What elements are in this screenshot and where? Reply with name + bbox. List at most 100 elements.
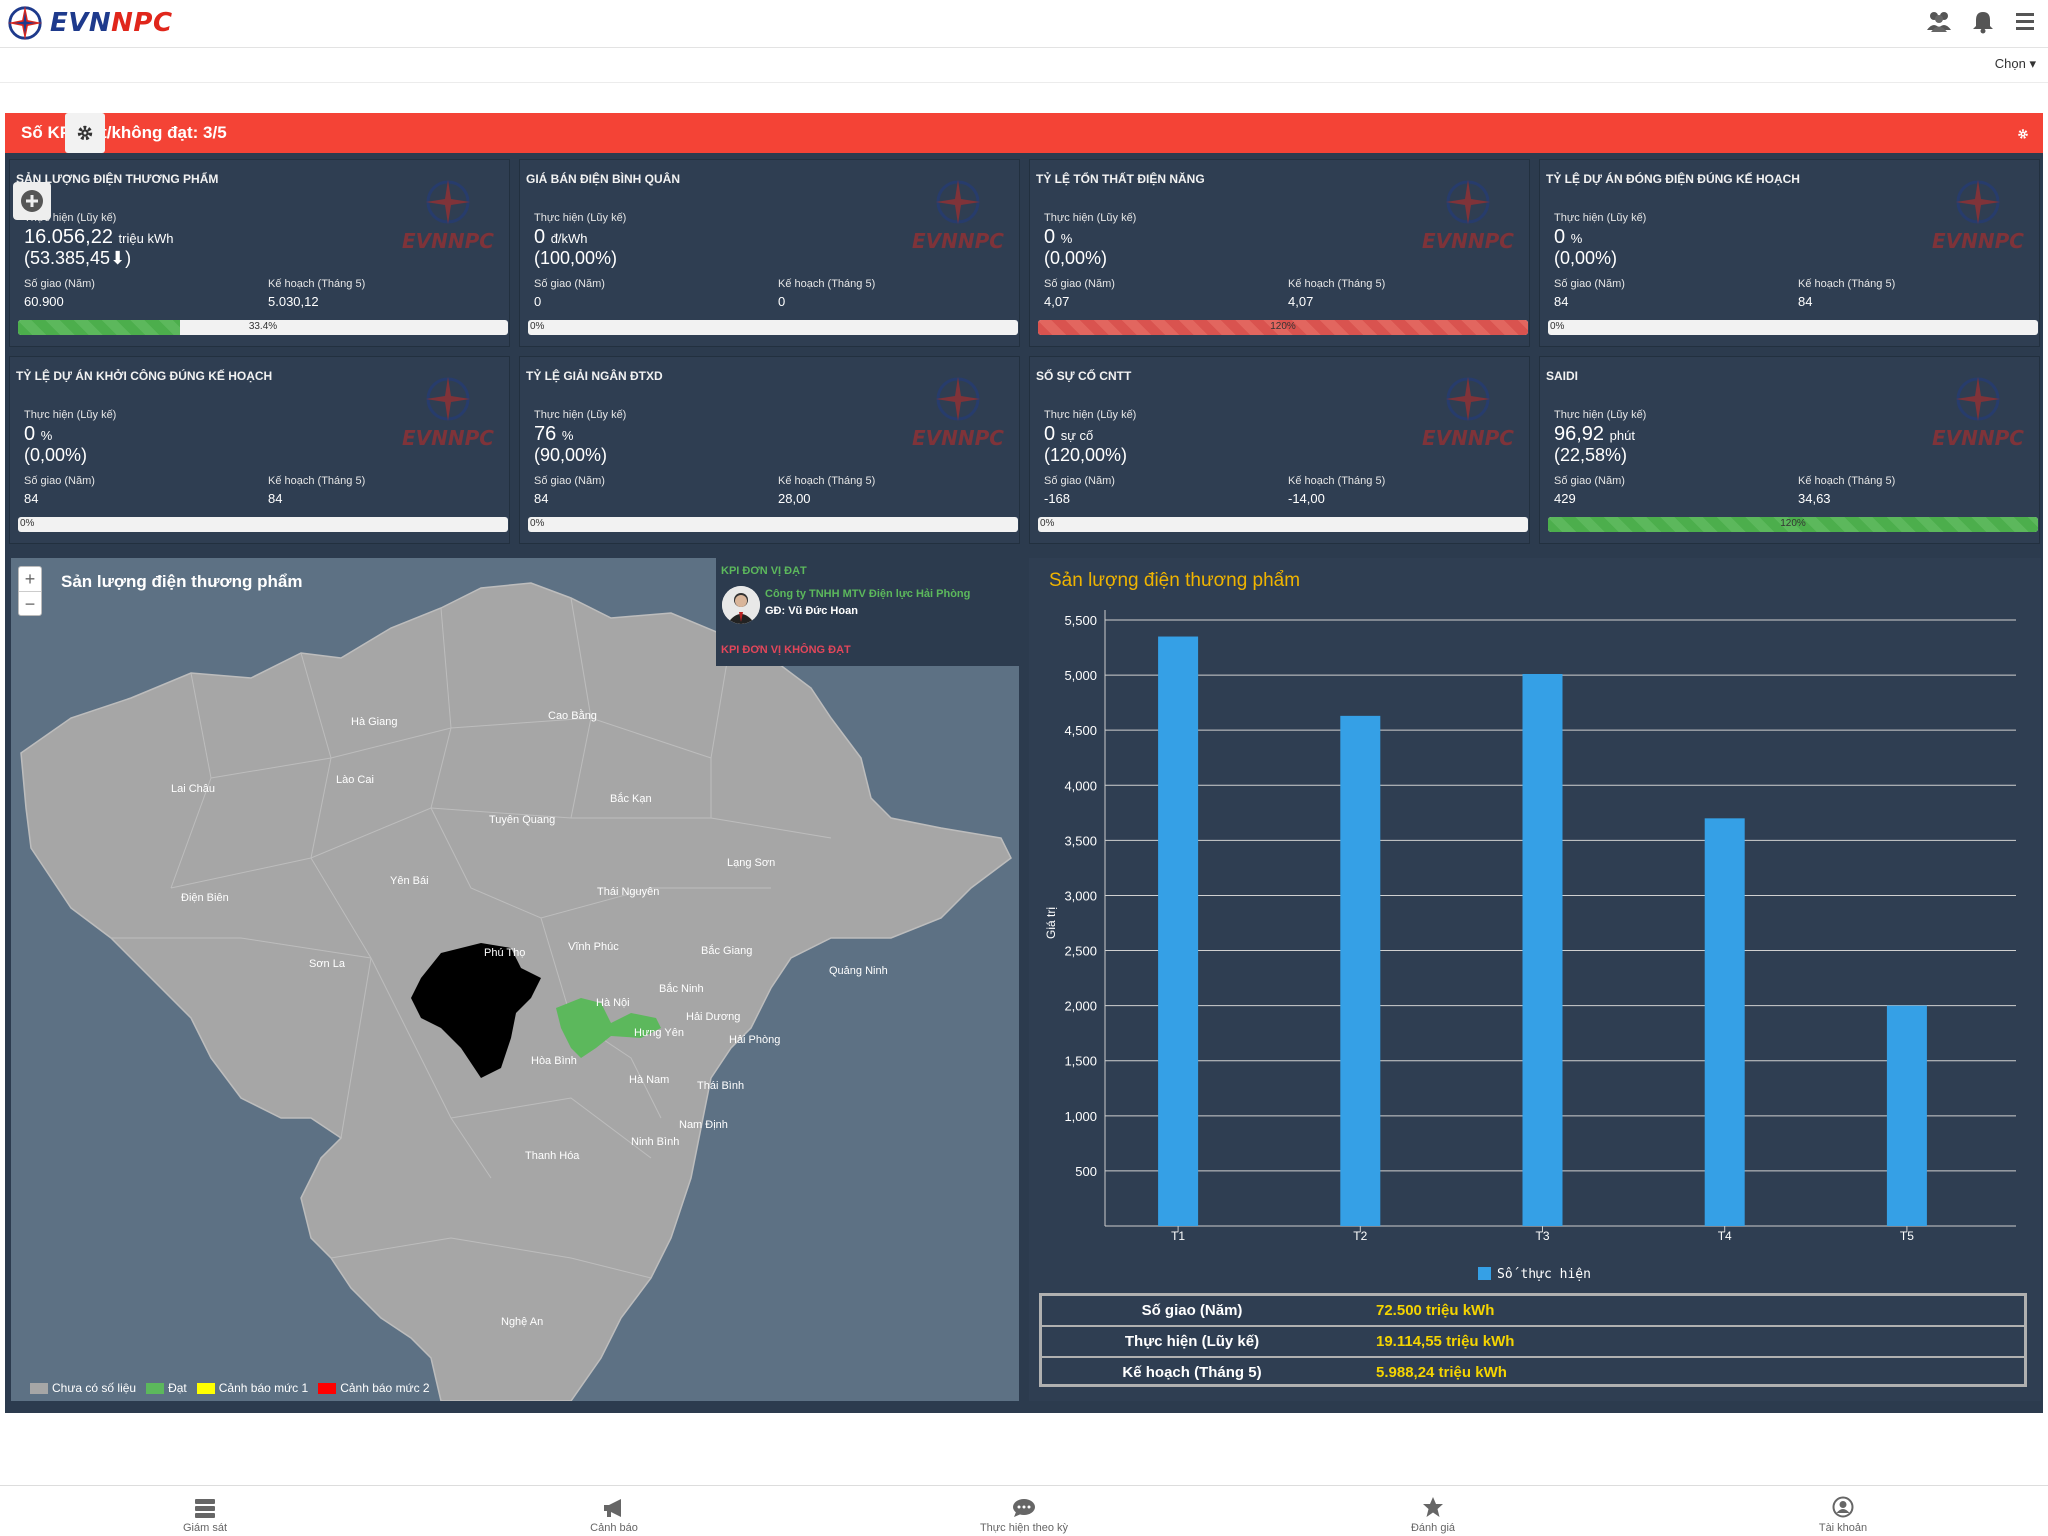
summary-value: 19.114,55 triệu kWh	[1376, 1333, 1515, 1350]
company-name[interactable]: Công ty TNHH MTV Điện lực Hải Phòng	[765, 588, 971, 600]
nav-danh-gia[interactable]: Đánh giá	[1353, 1486, 1513, 1534]
province-label: Hà Nam	[629, 1074, 669, 1086]
divider	[1042, 1325, 2024, 1327]
banner-settings-button[interactable]	[65, 113, 105, 153]
province-label: Thanh Hóa	[525, 1150, 580, 1162]
legend-swatch	[30, 1383, 48, 1395]
kpi-kh-value: 0	[778, 294, 786, 309]
nav-label: Tài khoản	[1818, 1522, 1868, 1534]
legend-swatch	[318, 1383, 337, 1395]
kpi-progress-fill	[1038, 320, 1528, 335]
compass-logo-icon	[7, 5, 43, 41]
kpi-card[interactable]: Giá bán điện bình quân EVNNPC Thực hiện (L…	[519, 159, 1020, 347]
province-map[interactable]: Hà Giang Cao Bằng Lai Châu Lào Cai Bắc K…	[11, 558, 1019, 1401]
kpi-value: 96,92	[1554, 423, 1605, 445]
kpi-kh-label: Kế hoạch (Tháng 5)	[1288, 278, 1386, 290]
kpi-progress-label: 0%	[1550, 321, 1565, 332]
x-tick-label: T5	[1900, 1229, 1914, 1243]
kpi-value: 0	[534, 226, 546, 248]
banner-gear-icon[interactable]	[2017, 125, 2029, 145]
province-label: Hải Phòng	[729, 1034, 780, 1046]
legend-item: Chưa có số liệu	[30, 1381, 136, 1395]
nav-canh-bao[interactable]: Cảnh báo	[534, 1486, 694, 1534]
kpi-giao-label: Số giao (Năm)	[534, 278, 605, 290]
province-label: Sơn La	[309, 958, 346, 970]
nav-thuc-hien[interactable]: Thực hiện theo kỳ	[944, 1486, 1104, 1534]
kpi-card[interactable]: Tỷ lệ dự án đóng điện đúng kế hoạch EVNNP…	[1539, 159, 2040, 347]
kpi-progress-label: 0%	[20, 518, 35, 529]
bell-icon[interactable]	[1972, 10, 1994, 34]
kpi-kh-value: 34,63	[1798, 491, 1831, 506]
kpi-unit: %	[40, 428, 53, 443]
kpi-card[interactable]: Tỷ lệ giải ngân ĐTXD EVNNPC Thực hiện (Lũy…	[519, 356, 1020, 544]
users-icon[interactable]	[1926, 10, 1952, 34]
kpi-card[interactable]: Số sự cố CNTT EVNNPC Thực hiện (Lũy kế) 0 s…	[1029, 356, 1530, 544]
x-tick-label: T4	[1718, 1229, 1732, 1243]
province-label: Thái Nguyên	[597, 886, 659, 898]
province-labels: Hà Giang Cao Bằng Lai Châu Lào Cai Bắc K…	[171, 709, 888, 1328]
chon-dropdown[interactable]: Chọn ▾	[1995, 56, 2036, 72]
add-kpi-button[interactable]	[13, 182, 51, 220]
kpi-progress-label: 0%	[1040, 518, 1055, 529]
province-label: Thái Bình	[697, 1080, 744, 1092]
map-zoom-control[interactable]: + −	[18, 566, 42, 616]
summary-value: 5.988,24 triệu kWh	[1376, 1364, 1507, 1381]
kpi-card[interactable]: Sản lượng điện thương phẩm EVNNPC Thực hiệ…	[9, 159, 510, 347]
kpi-th-label: Thực hiện (Lũy kế)	[1044, 409, 1137, 421]
kpi-giao-value: 84	[1554, 294, 1569, 309]
zoom-out-button[interactable]: −	[19, 591, 41, 615]
province-label: Bắc Ninh	[659, 982, 704, 995]
star-icon	[1423, 1497, 1443, 1517]
zoom-in-button[interactable]: +	[24, 569, 36, 589]
kpi-giao-value: -168	[1044, 491, 1071, 506]
kpi-value: 0	[1554, 226, 1566, 248]
summary-label: Kế hoạch (Tháng 5)	[1122, 1364, 1262, 1381]
top-bar: EVNNPC	[0, 0, 2048, 48]
kpi-unit-panel: KPI ĐƠN VỊ ĐẠT Công ty TNHH MTV Điện lực…	[716, 558, 1019, 666]
province-label: Nghệ An	[501, 1316, 543, 1328]
kpi-percent: (100,00%)	[534, 248, 618, 268]
evnnpc-watermark-icon: EVNNPC	[1422, 377, 1514, 450]
x-tick-label: T3	[1535, 1229, 1549, 1243]
logo-text-evn: EVN	[50, 8, 112, 38]
menu-icon[interactable]	[2014, 10, 2036, 32]
kpi-title: SAIDI	[1546, 369, 1579, 383]
kpi-unit: %	[561, 428, 574, 443]
svg-text:EVNNPC: EVNNPC	[1422, 426, 1514, 450]
province-label: Yên Bái	[390, 875, 429, 887]
kpi-title: Tỷ lệ dự án khởi công đúng kế hoạch	[16, 369, 273, 383]
kpi-kh-label: Kế hoạch (Tháng 5)	[1288, 475, 1386, 487]
y-tick-label: 3,000	[1064, 888, 1097, 903]
nav-label: Cảnh báo	[590, 1522, 638, 1534]
evnnpc-watermark-icon: EVNNPC	[1932, 180, 2024, 253]
bar-chart: 500 1,000 1,500 2,000 2,500 3,000 3,500 4,000 4,…	[1044, 610, 2016, 1282]
northern-vietnam-map[interactable]: Hà Giang Cao Bằng Lai Châu Lào Cai Bắc K…	[11, 558, 1019, 1401]
nav-tai-khoan[interactable]: Tài khoản	[1763, 1486, 1923, 1534]
kpi-kh-label: Kế hoạch (Tháng 5)	[268, 475, 366, 487]
kpi-card[interactable]: Tỷ lệ dự án khởi công đúng kế hoạch EVNNP…	[9, 356, 510, 544]
kpi-kh-value: -14,00	[1288, 491, 1325, 506]
kpi-card[interactable]: SAIDI EVNNPC Thực hiện (Lũy kế) 96,92 phút (…	[1539, 356, 2040, 544]
kpi-th-label: Thực hiện (Lũy kế)	[1554, 409, 1647, 421]
evnnpc-watermark-icon: EVNNPC	[402, 377, 494, 450]
kpi-dat-heading: KPI ĐƠN VỊ ĐẠT	[721, 565, 807, 577]
evnnpc-watermark-icon: EVNNPC	[402, 180, 494, 253]
kpi-summary-banner: Số KP t/không đạt: 3/5	[5, 113, 2043, 153]
banner-title-end: t/không đạt: 3/5	[101, 123, 227, 142]
summary-label: Thực hiện (Lũy kế)	[1124, 1333, 1260, 1350]
kpi-percent: (0,00%)	[24, 445, 88, 465]
evnnpc-logo[interactable]: EVNNPC	[6, 4, 173, 42]
kpi-title: Giá bán điện bình quân	[526, 172, 681, 186]
province-label: Phú Thọ	[484, 947, 525, 959]
bottom-nav: Giám sát Cảnh báo Thực hiện theo kỳ Đánh…	[0, 1485, 2048, 1536]
server-icon	[195, 1499, 215, 1518]
kpi-title: Tỷ lệ dự án đóng điện đúng kế hoạch	[1546, 172, 1800, 186]
kpi-th-label: Thực hiện (Lũy kế)	[534, 409, 627, 421]
province-label: Lai Châu	[171, 783, 215, 795]
kpi-percent: (0,00%)	[1554, 248, 1618, 268]
kpi-giao-value: 0	[534, 294, 542, 309]
kpi-card[interactable]: Tỷ lệ tổn thất điện năng EVNNPC Thực hiện …	[1029, 159, 1530, 347]
nav-giam-sat[interactable]: Giám sát	[125, 1486, 285, 1534]
legend-label: Đạt	[168, 1381, 187, 1395]
svg-text:EVNNPC: EVNNPC	[1422, 229, 1514, 253]
